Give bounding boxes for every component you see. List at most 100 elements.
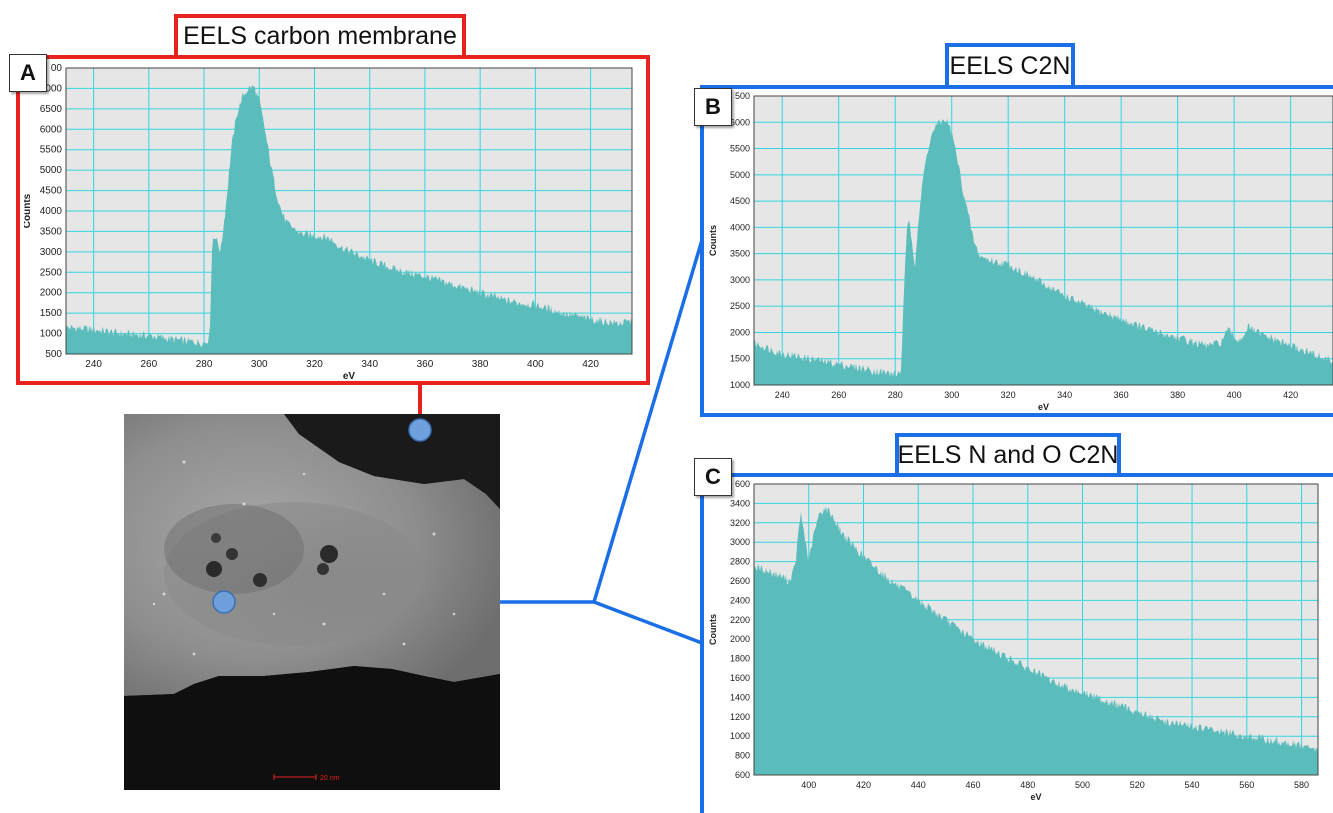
x-tick-label: 500 <box>1075 780 1090 790</box>
y-tick-label: 2500 <box>40 267 63 278</box>
x-tick-label: 520 <box>1130 780 1145 790</box>
chart-a: 240 260 280 300 320 340 360 380 400 420 500 1000 150… <box>24 63 633 382</box>
y-tick-label: 1000 <box>730 731 750 741</box>
plot-border <box>753 95 1333 386</box>
x-tick-label: 320 <box>306 359 323 370</box>
y-tick-label: 2500 <box>730 301 750 311</box>
x-tick-label: 280 <box>888 390 903 400</box>
x-tick-label: 280 <box>196 359 213 370</box>
y-tick-label: 3000 <box>730 537 750 547</box>
spectrum-area <box>754 506 1318 775</box>
y-tick-label: 2000 <box>730 634 750 644</box>
x-tick-label: 360 <box>417 359 434 370</box>
y-tick-label: 5500 <box>40 145 63 156</box>
x-tick-label: 360 <box>1114 390 1129 400</box>
x-tick-label: 540 <box>1185 780 1200 790</box>
y-tick-label: 5500 <box>730 144 750 154</box>
x-tick-label: 260 <box>140 359 157 370</box>
x-axis-label: eV <box>1030 792 1041 802</box>
scalebar-label: 20 nm <box>320 775 340 782</box>
x-tick-label: 420 <box>582 359 599 370</box>
y-tick-label: 3000 <box>40 247 63 258</box>
y-tick-label: 2000 <box>730 327 750 337</box>
chart-c: 400 420 440 460 480 500 520 540 560 580 600 800 1000… <box>708 480 1319 802</box>
y-tick-label: 1400 <box>730 692 750 702</box>
y-tick-label: 2200 <box>730 615 750 625</box>
x-tick-label: 480 <box>1020 780 1035 790</box>
y-tick-label: 500 <box>45 349 62 360</box>
panel-b-letter: B <box>694 88 732 126</box>
y-tick-label: 3500 <box>40 226 63 237</box>
x-tick-label: 420 <box>856 780 871 790</box>
y-tick-label: 5000 <box>730 170 750 180</box>
x-tick-label: 340 <box>361 359 378 370</box>
y-tick-label: 4000 <box>40 206 63 217</box>
y-tick-label: 2000 <box>40 288 63 299</box>
y-tick-label: 3000 <box>730 275 750 285</box>
panel-c-title: EELS N and O C2N <box>895 433 1121 477</box>
chart-b: 240 260 280 300 320 340 360 380 400 420 1000 1500 20… <box>708 92 1333 412</box>
y-tick-label: 6000 <box>730 117 750 127</box>
x-tick-label: 380 <box>472 359 489 370</box>
micrograph-svg: 20 nm <box>124 414 500 790</box>
y-axis-label: Counts <box>708 614 718 645</box>
x-tick-label: 460 <box>966 780 981 790</box>
y-tick-label: 3200 <box>730 518 750 528</box>
x-tick-label: 240 <box>85 359 102 370</box>
plot-border <box>753 483 1319 776</box>
blue-connector-to-b <box>592 239 704 603</box>
y-tick-label: 600 <box>735 770 750 780</box>
y-tick-label: 800 <box>735 751 750 761</box>
y-axis-label: Counts <box>708 225 718 256</box>
x-tick-label: 560 <box>1239 780 1254 790</box>
y-tick-label: 2600 <box>730 576 750 586</box>
y-tick-label: 1600 <box>730 673 750 683</box>
y-tick-label: 3400 <box>730 498 750 508</box>
panel-a-title: EELS carbon membrane <box>174 14 466 59</box>
y-tick-label: 2800 <box>730 557 750 567</box>
y-tick-label: 2400 <box>730 595 750 605</box>
y-tick-label: 00 <box>51 63 63 74</box>
plot-border <box>65 67 633 355</box>
y-tick-label: 1200 <box>730 712 750 722</box>
y-tick-label: 1800 <box>730 654 750 664</box>
y-tick-label: 1000 <box>40 329 63 340</box>
y-tick-label: 000 <box>45 83 62 94</box>
y-tick-label: 6500 <box>40 104 63 115</box>
x-axis-label: eV <box>1038 402 1049 412</box>
y-tick-label: 5000 <box>40 165 63 176</box>
x-tick-label: 580 <box>1294 780 1309 790</box>
x-tick-label: 400 <box>1227 390 1242 400</box>
micrograph-image: 20 nm <box>124 414 500 790</box>
x-tick-label: 320 <box>1001 390 1016 400</box>
y-tick-label: 4000 <box>730 222 750 232</box>
x-tick-label: 240 <box>775 390 790 400</box>
y-tick-label: 500 <box>735 92 750 101</box>
y-tick-label: 1500 <box>730 354 750 364</box>
panel-c-letter: C <box>694 458 732 496</box>
panel-a-letter: A <box>9 54 47 92</box>
x-tick-label: 380 <box>1170 390 1185 400</box>
y-tick-label: 1500 <box>40 308 63 319</box>
x-tick-label: 420 <box>1283 390 1298 400</box>
y-tick-label: 3500 <box>730 249 750 259</box>
x-tick-label: 300 <box>251 359 268 370</box>
measurement-point-left <box>212 590 236 614</box>
x-tick-label: 340 <box>1057 390 1072 400</box>
y-tick-label: 600 <box>735 480 750 489</box>
panel-b-title: EELS C2N <box>945 43 1075 89</box>
x-tick-label: 300 <box>944 390 959 400</box>
spectrum-area <box>754 118 1333 385</box>
y-tick-label: 6000 <box>40 124 63 135</box>
spectrum-area <box>66 84 632 354</box>
x-axis-label: eV <box>343 371 356 382</box>
y-tick-label: 4500 <box>730 196 750 206</box>
x-tick-label: 400 <box>527 359 544 370</box>
blue-connector-to-c <box>593 600 703 645</box>
y-axis-label: Counts <box>24 193 33 228</box>
measurement-point-top <box>408 418 432 442</box>
y-tick-label: 4500 <box>40 186 63 197</box>
x-tick-label: 260 <box>831 390 846 400</box>
x-tick-label: 400 <box>801 780 816 790</box>
y-tick-label: 1000 <box>730 380 750 390</box>
